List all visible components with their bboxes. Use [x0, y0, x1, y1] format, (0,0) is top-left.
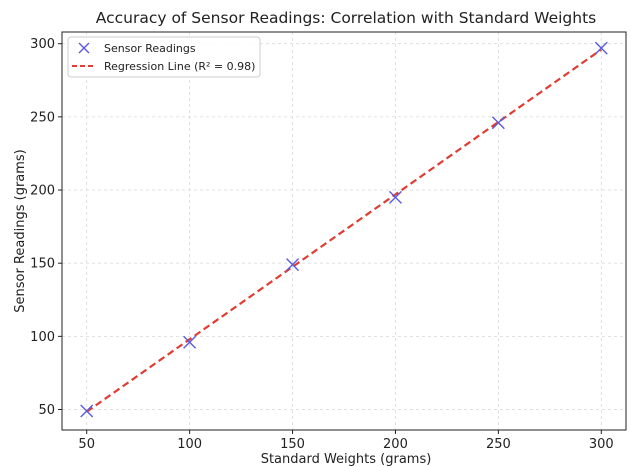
legend-label: Regression Line (R² = 0.98) — [104, 60, 255, 73]
y-tick-label: 50 — [38, 403, 55, 418]
data-point-marker — [594, 41, 608, 55]
data-point-marker — [388, 190, 402, 204]
legend-label: Sensor Readings — [104, 42, 196, 55]
x-tick-label: 300 — [589, 437, 614, 452]
regression-line — [86, 48, 602, 413]
chart-title: Accuracy of Sensor Readings: Correlation… — [96, 9, 596, 27]
plot-area-frame — [61, 31, 627, 431]
legend: Sensor Readings Regression Line (R² = 0.9… — [67, 36, 261, 78]
plot-series — [80, 41, 608, 418]
y-tick-label: 100 — [30, 330, 55, 345]
x-axis-title: Standard Weights (grams) — [261, 452, 432, 466]
x-tick-label: 150 — [280, 437, 305, 452]
y-tick-label: 150 — [30, 257, 55, 272]
axis-ticks: 50 100 150 200 250 300 50 100 150 200 250 300 — [30, 37, 614, 452]
legend-frame — [67, 36, 261, 78]
x-tick-label: 100 — [177, 437, 202, 452]
y-tick-label: 300 — [30, 37, 55, 52]
y-tick-label: 200 — [30, 184, 55, 199]
y-axis-title: Sensor Readings (grams) — [13, 149, 28, 313]
data-point-marker — [80, 404, 94, 418]
y-tick-label: 250 — [30, 110, 55, 125]
x-tick-label: 200 — [383, 437, 408, 452]
x-tick-label: 250 — [486, 437, 511, 452]
data-point-marker — [286, 258, 300, 272]
data-point-marker — [183, 335, 197, 349]
x-tick-label: 50 — [78, 437, 95, 452]
grid — [62, 32, 626, 430]
data-point-marker — [491, 116, 505, 130]
legend-marker-x-icon — [78, 42, 90, 54]
